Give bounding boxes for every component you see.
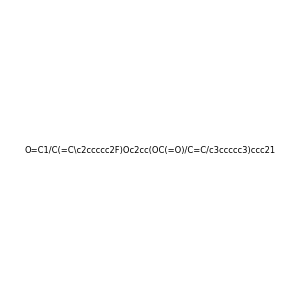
Text: O=C1/C(=C\c2ccccc2F)Oc2cc(OC(=O)/C=C/c3ccccc3)ccc21: O=C1/C(=C\c2ccccc2F)Oc2cc(OC(=O)/C=C/c3c…	[24, 146, 276, 154]
